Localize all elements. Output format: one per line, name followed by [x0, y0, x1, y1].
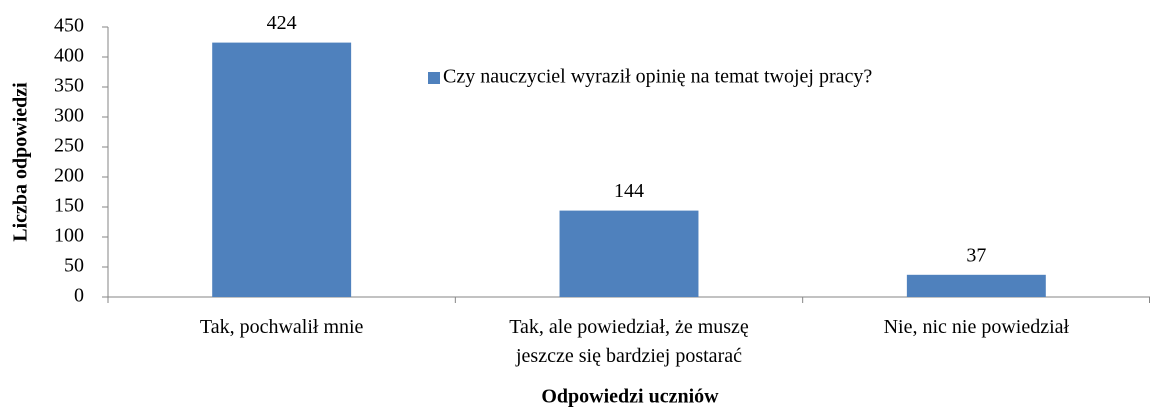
y-tick-label: 300 [54, 105, 84, 127]
y-tick-label: 200 [54, 165, 84, 187]
bar [906, 274, 1046, 297]
y-tick-label: 100 [54, 225, 84, 247]
legend-label: Czy nauczyciel wyraził opinię na temat t… [443, 66, 872, 88]
y-axis-label: Liczba odpowiedzi [10, 82, 32, 242]
y-tick-label: 250 [54, 135, 84, 157]
x-tick-label: Tak, ale powiedział, że muszę jeszcze się… [509, 316, 749, 367]
data-label: 37 [966, 244, 986, 266]
bar [559, 210, 699, 297]
y-tick-label: 0 [74, 285, 84, 307]
x-axis-label: Odpowiedzi uczniów [541, 386, 719, 408]
data-label: 424 [267, 12, 297, 34]
y-tick-label: 350 [54, 75, 84, 97]
data-label: 144 [614, 180, 644, 202]
legend-swatch [428, 72, 440, 84]
y-tick-label: 150 [54, 195, 84, 217]
y-tick-label: 50 [64, 255, 84, 277]
bar [212, 42, 352, 297]
y-tick-label: 450 [54, 15, 84, 37]
y-tick-label: 400 [54, 45, 84, 67]
x-tick-label: Nie, nic nie powiedział [884, 316, 1070, 338]
x-tick-label: Tak, pochwalił mnie [200, 316, 364, 338]
